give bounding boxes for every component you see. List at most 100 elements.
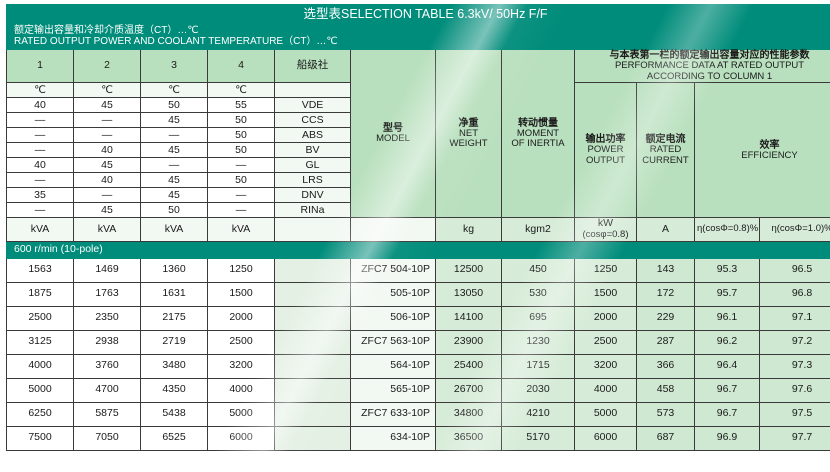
power-output-header-cn: 输出功率 [585, 134, 626, 146]
selection-table: 选型表SELECTION TABLE 6.3kV/ 50Hz F/F 额定输出容… [5, 4, 830, 451]
moment-of-inertia-value: 450 [501, 257, 575, 283]
society-temp-c4: — [207, 157, 275, 174]
net-weight-header: 净重 NET WEIGHT [435, 48, 502, 219]
efficiency-08-value: 96.1 [694, 305, 760, 331]
efficiency-08-value: 96.7 [694, 401, 760, 427]
society-temp-c4: 50 [207, 127, 275, 144]
capacity-col3: 2719 [140, 329, 208, 355]
society-temp-c3: 45 [140, 187, 208, 204]
unit-celsius-1: ℃ [6, 82, 74, 99]
society-temp-c1: — [6, 127, 74, 144]
unit-kw: kW (cosφ=0.8) [574, 217, 637, 242]
efficiency-08-value: 95.3 [694, 257, 760, 283]
unit-kw-sub: (cosφ=0.8) [582, 229, 629, 241]
table-row: 1563 1469 1360 1250 ZFC7 504-10P 12500 4… [6, 257, 830, 283]
net-weight-value: 26700 [435, 377, 502, 403]
society-temp-c1: 40 [6, 157, 74, 174]
society-unit-blank [274, 217, 351, 242]
table-row: 6250 5875 5438 5000 ZFC7 633-10P 34800 4… [6, 401, 830, 427]
model-header-cn: 型号 [383, 122, 403, 134]
capacity-col3: 3480 [140, 353, 208, 379]
rated-output-banner-row: 额定输出容量和冷却介质温度（CT）…℃ RATED OUTPUT POWER A… [6, 22, 830, 50]
power-output-value: 2000 [574, 305, 637, 331]
rated-current-header-cn: 额定电流 [645, 134, 686, 146]
capacity-col4: 3200 [207, 353, 275, 379]
unit-kg: kg [435, 217, 502, 242]
efficiency-10-value: 97.3 [758, 353, 830, 379]
net-weight-header-en2: WEIGHT [449, 138, 488, 150]
society-temp-c3: 50 [140, 202, 208, 219]
table-row: 4000 3760 3480 3200 564-10P 25400 1715 3… [6, 353, 830, 379]
unit-kgm2: kgm2 [501, 217, 575, 242]
moment-of-inertia-header: 转动惯量 MOMENT OF INERTIA [501, 48, 575, 219]
power-output-header: 输出功率 POWER OUTPUT [574, 82, 637, 219]
table-row: 7500 7050 6525 6000 634-10P 36500 5170 6… [6, 425, 830, 451]
rated-output-banner-filler [349, 22, 830, 50]
moment-of-inertia-value: 2030 [501, 377, 575, 403]
capacity-col4: 6000 [207, 425, 275, 451]
capacity-col2: 4700 [73, 377, 141, 403]
performance-group-header-en1: PERFORMANCE DATA AT RATED OUTPUT [614, 60, 805, 72]
society-spacer [274, 425, 351, 451]
rated-current-value: 458 [636, 377, 695, 403]
model-value: 506-10P [350, 305, 436, 331]
rated-current-header-en1: RATED [649, 144, 682, 156]
capacity-col3: 1360 [140, 257, 208, 283]
moment-of-inertia-value: 4210 [501, 401, 575, 427]
capacity-col3: 6525 [140, 425, 208, 451]
unit-efficiency-08: η(cosΦ=0.8)% [694, 217, 760, 242]
column-number-1: 1 [6, 48, 74, 84]
model-header-en: MODEL [376, 133, 410, 144]
unit-celsius-2: ℃ [73, 82, 141, 99]
capacity-col1: 6250 [6, 401, 74, 427]
efficiency-10-value: 96.8 [758, 281, 830, 307]
society-temp-c4: 55 [207, 97, 275, 114]
capacity-col1: 2500 [6, 305, 74, 331]
net-weight-value: 34800 [435, 401, 502, 427]
capacity-col2: 1469 [73, 257, 141, 283]
efficiency-10-value: 97.2 [758, 329, 830, 355]
society-temp-c4: — [207, 187, 275, 204]
model-value: 505-10P [350, 281, 436, 307]
capacity-col4: 1250 [207, 257, 275, 283]
society-name: RINa [274, 202, 351, 219]
power-output-value: 1250 [574, 257, 637, 283]
unit-kva-4: kVA [207, 217, 275, 242]
capacity-col4: 2000 [207, 305, 275, 331]
model-value: ZFC7 563-10P [350, 329, 436, 355]
section-band-row: 600 r/min (10-pole) [5, 240, 830, 259]
society-temp-c1: — [6, 112, 74, 129]
table-row: 1875 1763 1631 1500 505-10P 13050 530 15… [6, 281, 830, 307]
society-temp-c4: 50 [207, 172, 275, 189]
capacity-col3: 5438 [140, 401, 208, 427]
society-header: 船级社 [274, 48, 351, 84]
society-name: BV [274, 142, 351, 159]
power-output-value: 2500 [574, 329, 637, 355]
unit-celsius-4: ℃ [207, 82, 275, 99]
society-temp-c1: 35 [6, 187, 74, 204]
table-row: 3125 2938 2719 2500 ZFC7 563-10P 23900 1… [6, 329, 830, 355]
society-spacer [274, 281, 351, 307]
capacity-col2: 1763 [73, 281, 141, 307]
efficiency-08-value: 96.9 [694, 425, 760, 451]
efficiency-08-value: 96.2 [694, 329, 760, 355]
moment-of-inertia-value: 5170 [501, 425, 575, 451]
efficiency-10-value: 96.5 [758, 257, 830, 283]
society-temp-c4: — [207, 202, 275, 219]
society-row: — 40 45 50 LRS [6, 172, 830, 189]
efficiency-10-value: 97.1 [758, 305, 830, 331]
unit-kva-1: kVA [6, 217, 74, 242]
society-temp-c1: — [6, 142, 74, 159]
capacity-col1: 5000 [6, 377, 74, 403]
page-title: 选型表SELECTION TABLE 6.3kV/ 50Hz F/F [5, 4, 830, 23]
society-temp-c2: — [73, 187, 141, 204]
net-weight-header-cn: 净重 [458, 117, 479, 129]
power-output-value: 6000 [574, 425, 637, 451]
unit-celsius-row: ℃ ℃ ℃ ℃ 输出功率 POWER OUTPUT 额定电流 RATED CUR… [6, 82, 830, 219]
power-output-value: 5000 [574, 401, 637, 427]
society-temp-c1: — [6, 172, 74, 189]
efficiency-header: 效率 EFFICIENCY [693, 82, 830, 219]
society-spacer [274, 377, 351, 403]
society-name: VDE [274, 97, 351, 114]
performance-group-header-en2: ACCORDING TO COLUMN 1 [646, 70, 773, 82]
